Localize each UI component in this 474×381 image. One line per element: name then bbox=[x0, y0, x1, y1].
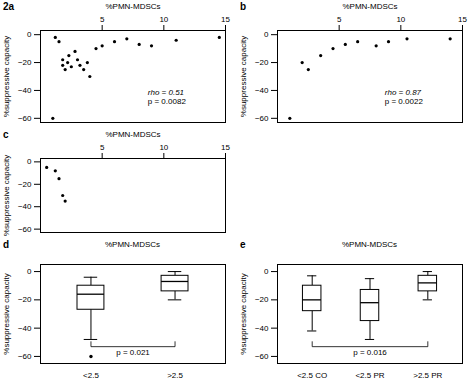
svg-text:−40: −40 bbox=[18, 324, 32, 333]
svg-text:−20: −20 bbox=[18, 180, 32, 189]
svg-text:−60: −60 bbox=[18, 352, 32, 361]
svg-text:0: 0 bbox=[27, 30, 32, 39]
svg-text:p = 0.021: p = 0.021 bbox=[116, 348, 150, 357]
html-text:2a: 2a bbox=[3, 1, 15, 12]
svg-text:rho = 0.87: rho = 0.87 bbox=[385, 88, 422, 97]
svg-text:%PMN-MDSCs: %PMN-MDSCs bbox=[105, 130, 160, 139]
svg-text:rho = 0.51: rho = 0.51 bbox=[148, 88, 184, 97]
svg-text:−20: −20 bbox=[255, 58, 269, 67]
svg-text:<2.5 CO: <2.5 CO bbox=[297, 371, 327, 380]
svg-text:0: 0 bbox=[27, 267, 32, 276]
html-text:e: e bbox=[240, 239, 246, 250]
svg-text:%PMN-MDSCs: %PMN-MDSCs bbox=[105, 2, 160, 11]
svg-text:−40: −40 bbox=[255, 86, 269, 95]
svg-text:5: 5 bbox=[100, 15, 105, 24]
svg-text:%suppressive capacity: %suppressive capacity bbox=[2, 155, 11, 236]
svg-text:−60: −60 bbox=[18, 225, 32, 234]
svg-text:5: 5 bbox=[337, 15, 342, 24]
svg-text:%PMN-MDSCs: %PMN-MDSCs bbox=[342, 2, 397, 11]
html-text:%PMN-MDSCs: %PMN-MDSCs bbox=[104, 240, 160, 249]
svg-text:%suppressive capacity: %suppressive capacity bbox=[2, 36, 11, 117]
svg-text:%suppressive capacity: %suppressive capacity bbox=[239, 36, 248, 117]
svg-text:<2.5: <2.5 bbox=[83, 371, 99, 380]
svg-text:0: 0 bbox=[27, 157, 32, 166]
svg-text:10: 10 bbox=[396, 15, 405, 24]
svg-text:−60: −60 bbox=[255, 352, 269, 361]
svg-text:15: 15 bbox=[458, 15, 467, 24]
svg-text:−20: −20 bbox=[255, 295, 269, 304]
svg-text:p = 0.0082: p = 0.0082 bbox=[148, 97, 187, 106]
html-text:b: b bbox=[240, 1, 247, 12]
svg-text:<2.5 PR: <2.5 PR bbox=[355, 371, 384, 380]
svg-text:−60: −60 bbox=[18, 114, 32, 123]
svg-text:−40: −40 bbox=[18, 86, 32, 95]
svg-text:>2.5: >2.5 bbox=[167, 371, 183, 380]
svg-text:p = 0.016: p = 0.016 bbox=[353, 348, 387, 357]
svg-text:−60: −60 bbox=[255, 114, 269, 123]
svg-text:>2.5 PR: >2.5 PR bbox=[413, 371, 442, 380]
svg-text:10: 10 bbox=[159, 143, 168, 152]
svg-text:−40: −40 bbox=[18, 202, 32, 211]
svg-text:15: 15 bbox=[221, 143, 230, 152]
svg-text:−40: −40 bbox=[255, 324, 269, 333]
svg-text:%suppressive capacity: %suppressive capacity bbox=[2, 273, 11, 354]
svg-text:%suppressive capacity: %suppressive capacity bbox=[239, 273, 248, 354]
svg-text:5: 5 bbox=[100, 143, 105, 152]
svg-text:−20: −20 bbox=[18, 295, 32, 304]
svg-text:0: 0 bbox=[264, 267, 269, 276]
svg-text:15: 15 bbox=[221, 15, 230, 24]
svg-text:10: 10 bbox=[159, 15, 168, 24]
svg-text:p = 0.0022: p = 0.0022 bbox=[385, 97, 424, 106]
html-text:%PMN-MDSCs: %PMN-MDSCs bbox=[341, 240, 397, 249]
svg-text:0: 0 bbox=[264, 30, 269, 39]
html-text:c: c bbox=[3, 129, 9, 140]
html-text:d: d bbox=[3, 239, 10, 250]
svg-text:−20: −20 bbox=[18, 58, 32, 67]
